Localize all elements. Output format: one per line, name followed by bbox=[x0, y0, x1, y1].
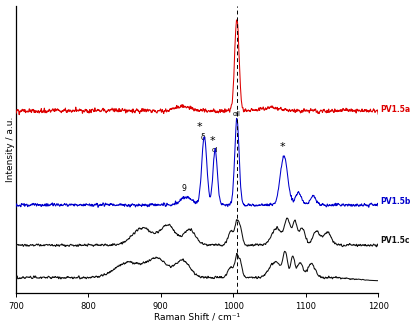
Text: αⅠ: αⅠ bbox=[212, 147, 218, 153]
Text: *: * bbox=[280, 142, 285, 152]
Text: 9: 9 bbox=[181, 183, 186, 193]
Text: *: * bbox=[197, 123, 203, 132]
X-axis label: Raman Shift / cm⁻¹: Raman Shift / cm⁻¹ bbox=[154, 312, 240, 321]
Text: *: * bbox=[209, 136, 215, 146]
Text: PV1.5b: PV1.5b bbox=[380, 197, 411, 206]
Text: δ: δ bbox=[201, 133, 205, 142]
Y-axis label: Intensity / a.u.: Intensity / a.u. bbox=[5, 117, 15, 182]
Text: αⅡ: αⅡ bbox=[233, 111, 241, 117]
Text: PV1.5a: PV1.5a bbox=[380, 105, 411, 113]
Text: PV1.5c: PV1.5c bbox=[380, 236, 410, 245]
